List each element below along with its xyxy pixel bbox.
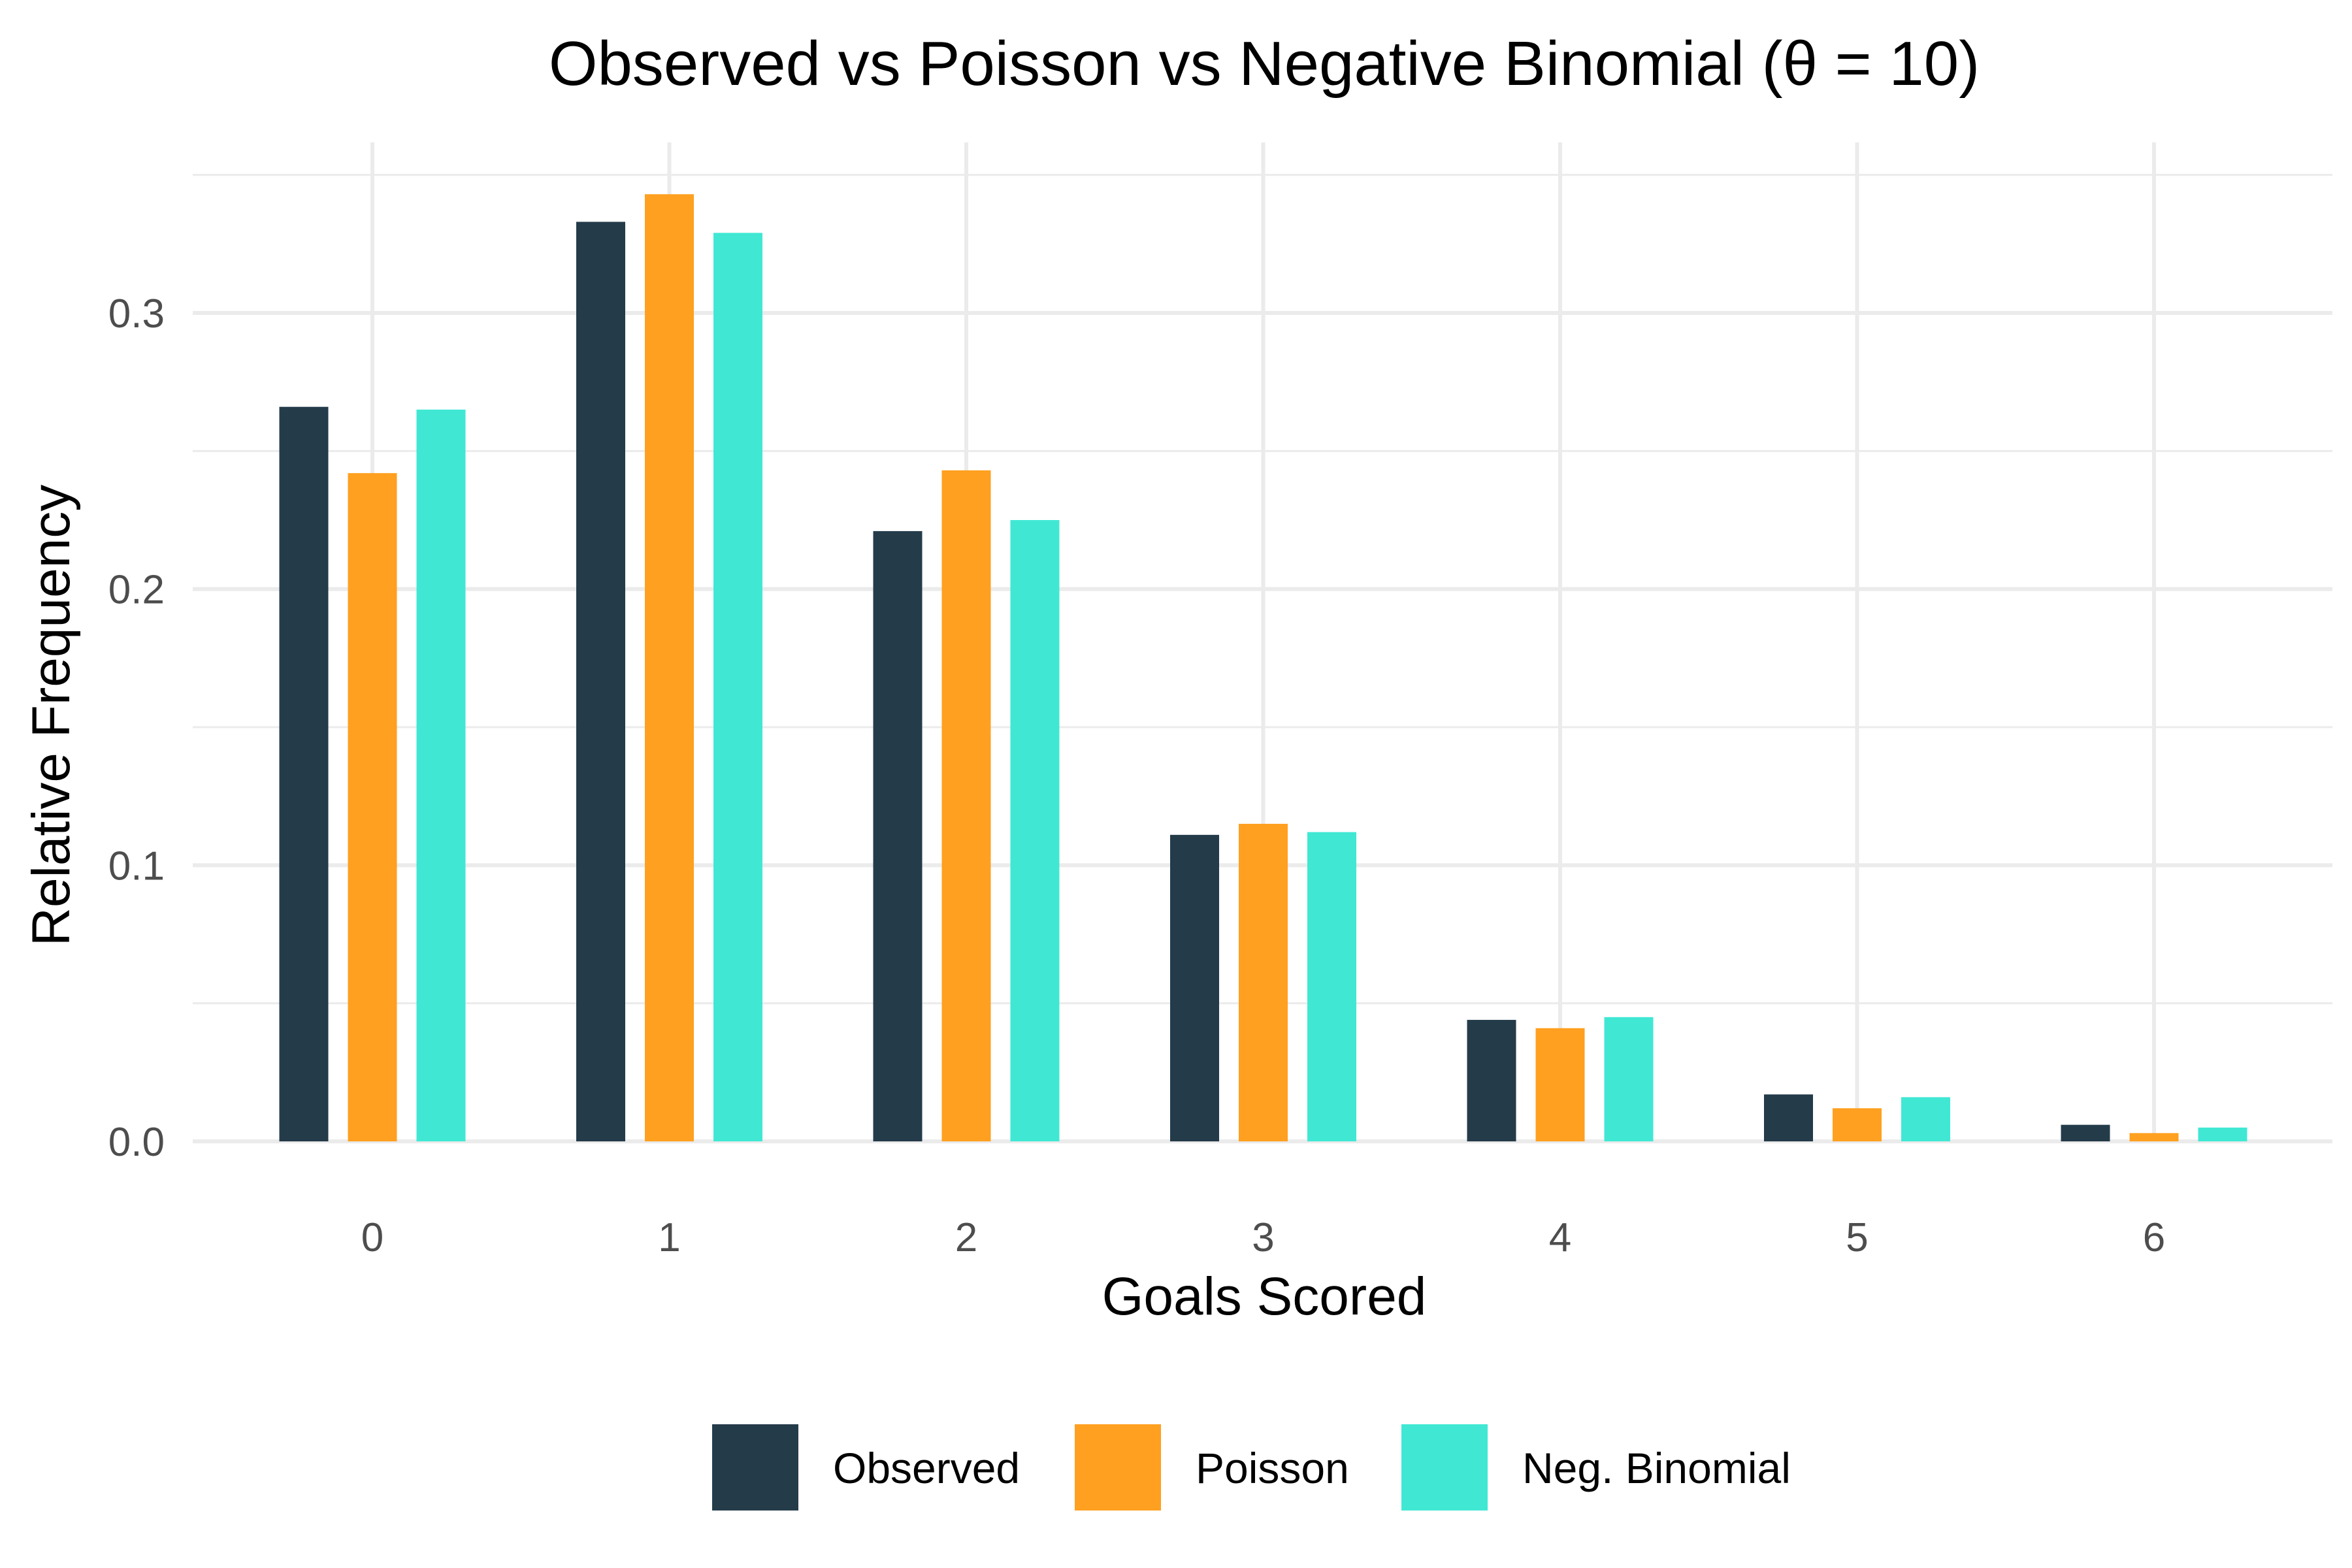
y-tick-label: 0.3 (108, 291, 165, 336)
bar-layer (279, 194, 2247, 1142)
legend-label: Neg. Binomial (1522, 1444, 1791, 1492)
x-axis-title: Goals Scored (1102, 1267, 1427, 1326)
legend-key (712, 1424, 798, 1511)
legend-key (1075, 1424, 1161, 1511)
x-tick-label: 0 (361, 1215, 384, 1260)
legend-item-observed: Observed (712, 1424, 1020, 1511)
legend-key (1401, 1424, 1488, 1511)
bar-poisson-2 (941, 470, 991, 1142)
y-axis-title: Relative Frequency (22, 485, 81, 946)
bar-observed-3 (1170, 834, 1219, 1141)
tick-layer: 0.0 0.1 0.2 0.3 0 1 2 3 4 5 6 (108, 291, 2165, 1260)
bar-poisson-4 (1535, 1028, 1585, 1141)
bar-observed-2 (873, 531, 923, 1141)
legend: Observed Poisson Neg. Binomial (712, 1424, 1791, 1511)
bar-observed-0 (279, 406, 329, 1141)
bar-neg-binomial-2 (1010, 520, 1060, 1141)
bar-neg-binomial-0 (416, 409, 466, 1141)
x-tick-label: 6 (2143, 1215, 2165, 1260)
bar-observed-6 (2061, 1124, 2110, 1141)
bar-neg-binomial-3 (1307, 832, 1356, 1141)
chart-title: Observed vs Poisson vs Negative Binomial… (549, 29, 1980, 99)
bar-poisson-0 (348, 473, 397, 1141)
bar-neg-binomial-5 (1901, 1097, 1950, 1141)
legend-label: Poisson (1196, 1444, 1349, 1492)
bar-neg-binomial-4 (1604, 1017, 1654, 1141)
bar-observed-5 (1764, 1094, 1813, 1141)
y-tick-label: 0.2 (108, 568, 165, 613)
legend-label: Observed (833, 1444, 1020, 1492)
bar-neg-binomial-6 (2198, 1127, 2247, 1141)
x-tick-label: 4 (1549, 1215, 1571, 1260)
bar-poisson-6 (2129, 1133, 2179, 1141)
legend-item-poisson: Poisson (1075, 1424, 1349, 1511)
bar-observed-1 (576, 221, 625, 1141)
bar-poisson-1 (645, 194, 694, 1142)
y-tick-label: 0.1 (108, 843, 165, 889)
x-tick-label: 1 (658, 1215, 680, 1260)
bar-poisson-3 (1239, 823, 1288, 1141)
legend-item-neg-binomial: Neg. Binomial (1401, 1424, 1791, 1511)
bar-neg-binomial-1 (713, 233, 762, 1142)
y-tick-label: 0.0 (108, 1120, 165, 1165)
x-tick-label: 3 (1252, 1215, 1274, 1260)
x-tick-label: 5 (1846, 1215, 1868, 1260)
bar-poisson-5 (1833, 1108, 1882, 1141)
bar-observed-4 (1467, 1020, 1516, 1141)
x-tick-label: 2 (955, 1215, 977, 1260)
